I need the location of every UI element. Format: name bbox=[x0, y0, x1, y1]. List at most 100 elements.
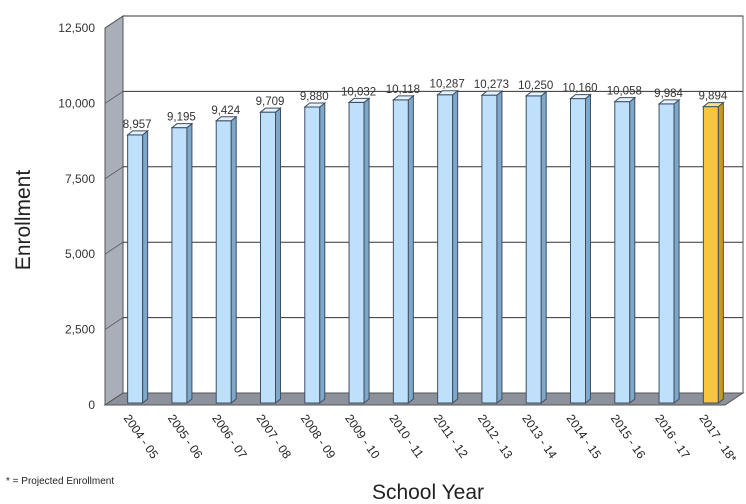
bar-side bbox=[717, 101, 724, 405]
bar-side bbox=[363, 97, 370, 405]
gridline-side bbox=[104, 91, 124, 104]
bar-front bbox=[304, 106, 321, 404]
bar bbox=[436, 89, 460, 405]
data-label: 10,118 bbox=[386, 84, 420, 96]
x-tick-label: 2004 - 05 bbox=[121, 412, 162, 462]
x-tick-label: 2016 - 17 bbox=[652, 412, 693, 462]
bar-front bbox=[525, 95, 542, 404]
bar-front bbox=[481, 94, 498, 404]
bars bbox=[126, 89, 725, 405]
gridline-side bbox=[104, 166, 124, 180]
bar-top bbox=[480, 90, 504, 96]
bar-side bbox=[673, 98, 680, 405]
bar bbox=[391, 94, 415, 405]
footnote: * = Projected Enrollment bbox=[6, 476, 115, 487]
data-label: 10,058 bbox=[607, 86, 642, 98]
bar bbox=[303, 101, 327, 405]
data-label: 10,032 bbox=[341, 86, 376, 98]
y-axis-ticks: 0 2,500 5,000 7,500 10,000 12,500 bbox=[58, 21, 95, 412]
bar-side bbox=[319, 101, 326, 405]
gridline-side bbox=[104, 241, 124, 255]
data-label: 9,984 bbox=[654, 88, 683, 100]
data-labels: 8,957 9,195 9,424 9,709 9,880 10,032 10,118 10,… bbox=[123, 79, 728, 131]
data-label: 9,424 bbox=[211, 105, 240, 117]
bar bbox=[480, 90, 504, 405]
data-label: 9,709 bbox=[256, 96, 285, 108]
x-tick-label: 2005 - 06 bbox=[165, 412, 206, 462]
x-tick-label: 2007 - 08 bbox=[254, 412, 295, 462]
bar-top bbox=[701, 102, 725, 108]
y-axis-title: Enrollment bbox=[12, 170, 35, 271]
bar-front bbox=[614, 101, 631, 404]
bar-front bbox=[437, 94, 454, 404]
bar-front bbox=[215, 120, 232, 404]
bar-front bbox=[260, 111, 276, 404]
bar bbox=[569, 93, 592, 405]
bar bbox=[347, 97, 371, 405]
bar-front bbox=[171, 127, 188, 404]
bar-side bbox=[452, 89, 459, 405]
bar-top bbox=[391, 95, 415, 101]
bar-front bbox=[348, 101, 365, 404]
y-tick-label: 10,000 bbox=[58, 96, 95, 110]
bar-side bbox=[230, 115, 237, 405]
bar-top bbox=[569, 94, 592, 100]
bar-side bbox=[540, 90, 547, 405]
bar-top bbox=[524, 91, 548, 97]
bar-side bbox=[496, 90, 503, 405]
bar bbox=[214, 115, 238, 405]
bar-front bbox=[702, 106, 719, 404]
chart-walls bbox=[103, 15, 745, 406]
bar bbox=[613, 96, 637, 405]
data-label: 9,195 bbox=[167, 112, 196, 124]
bar-top bbox=[303, 102, 327, 108]
floor bbox=[103, 392, 745, 406]
x-tick-label: 2011 - 12 bbox=[431, 412, 471, 461]
y-tick-label: 0 bbox=[88, 398, 95, 412]
y-tick-label: 7,500 bbox=[65, 172, 95, 186]
bar-side bbox=[629, 96, 636, 405]
bar-front bbox=[658, 103, 675, 404]
bar bbox=[524, 90, 548, 405]
bar bbox=[170, 122, 194, 405]
data-label: 10,160 bbox=[562, 83, 597, 95]
x-tick-label: 2015 - 16 bbox=[608, 412, 649, 462]
bar-front bbox=[127, 134, 144, 404]
y-tick-label: 12,500 bbox=[58, 21, 95, 35]
bar bbox=[701, 101, 725, 405]
bar-side bbox=[186, 122, 193, 405]
x-tick-label: 2010 - 11 bbox=[386, 412, 426, 461]
bar bbox=[259, 107, 282, 405]
bar-side bbox=[275, 107, 281, 405]
bar-top bbox=[613, 97, 637, 103]
bar-front bbox=[570, 98, 586, 404]
data-label: 9,880 bbox=[300, 91, 329, 103]
data-label: 9,894 bbox=[698, 91, 727, 103]
y-tick-label: 5,000 bbox=[65, 247, 95, 261]
bar bbox=[126, 129, 150, 405]
side-wall bbox=[104, 15, 124, 406]
bar-top bbox=[259, 107, 282, 113]
bar-front bbox=[392, 99, 409, 404]
x-tick-label: 2013 - 14 bbox=[519, 412, 560, 462]
bar-top bbox=[126, 130, 150, 136]
y-tick-label: 2,500 bbox=[65, 323, 95, 337]
gridline-side bbox=[104, 15, 124, 29]
bar bbox=[657, 98, 681, 405]
bar-top bbox=[436, 90, 460, 96]
x-axis-title: School Year bbox=[372, 481, 484, 504]
bar-top bbox=[170, 123, 194, 129]
bar-top bbox=[214, 116, 238, 122]
x-axis-ticks: 2004 - 05 2005 - 06 2006 - 07 2007 - 08 2008… bbox=[121, 412, 740, 466]
bar-top bbox=[347, 97, 371, 103]
data-label: 10,273 bbox=[474, 79, 509, 91]
data-label: 8,957 bbox=[123, 119, 152, 131]
x-tick-label: 2008 - 09 bbox=[298, 412, 339, 462]
data-label: 10,287 bbox=[430, 79, 465, 91]
bar-side bbox=[142, 129, 149, 405]
gridline-side bbox=[104, 317, 124, 330]
x-tick-label: 2012 - 13 bbox=[475, 412, 516, 462]
x-tick-label: 2006 - 07 bbox=[209, 412, 250, 462]
x-tick-label: 2014 - 15 bbox=[564, 412, 605, 462]
